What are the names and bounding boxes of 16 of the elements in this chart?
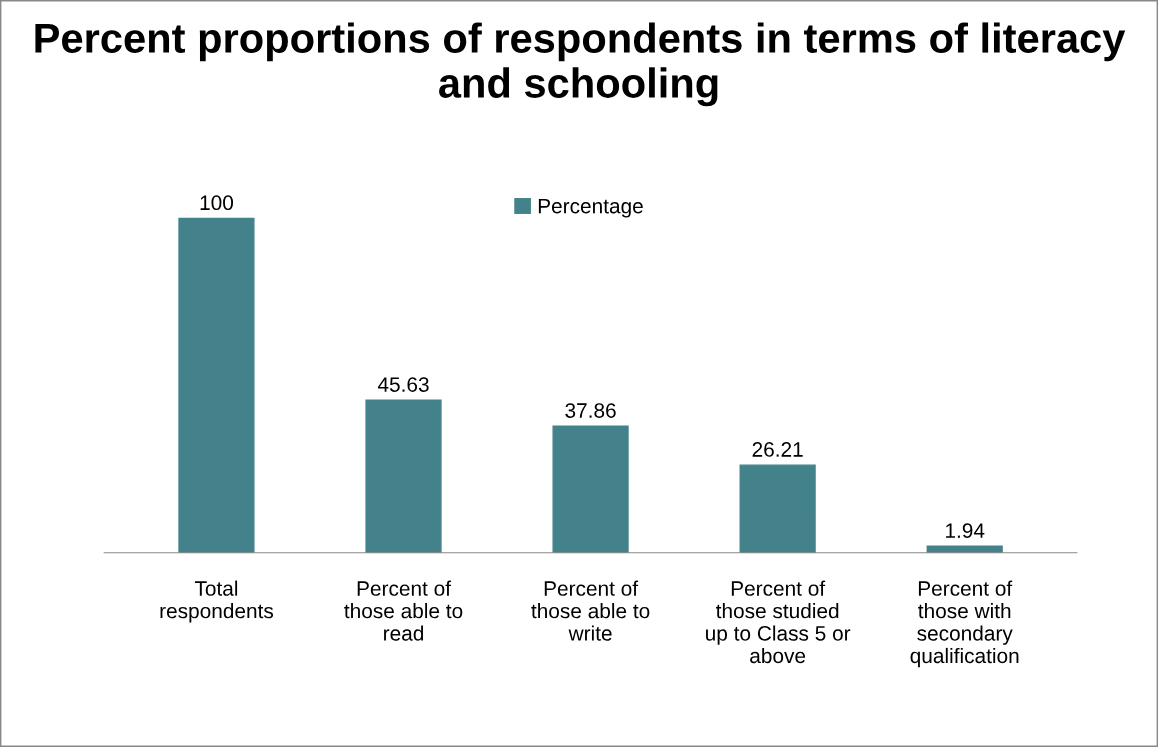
x-tick-label: Percent of those studied up to Class 5 or above xyxy=(706,580,851,664)
data-label: 45.63 xyxy=(377,377,429,392)
data-label: 37.86 xyxy=(565,403,616,418)
legend-label: Percentage xyxy=(538,198,643,218)
bar xyxy=(552,425,629,553)
data-label: 26.21 xyxy=(752,442,803,457)
chart-title: Percent proportions of respondents in terms of literacy and schooling xyxy=(35,22,1126,107)
data-label: 1.94 xyxy=(946,523,985,539)
bar xyxy=(178,217,255,553)
x-tick-label: Total respondents xyxy=(160,580,274,623)
x-tick-label: Percent of those able to read xyxy=(344,580,463,641)
bar xyxy=(739,464,816,553)
bar xyxy=(365,399,442,553)
x-tick-label: Percent of those able to write xyxy=(531,580,650,641)
data-label: 100 xyxy=(200,195,234,211)
x-tick-label: Percent of those with secondary qualification xyxy=(910,580,1019,668)
